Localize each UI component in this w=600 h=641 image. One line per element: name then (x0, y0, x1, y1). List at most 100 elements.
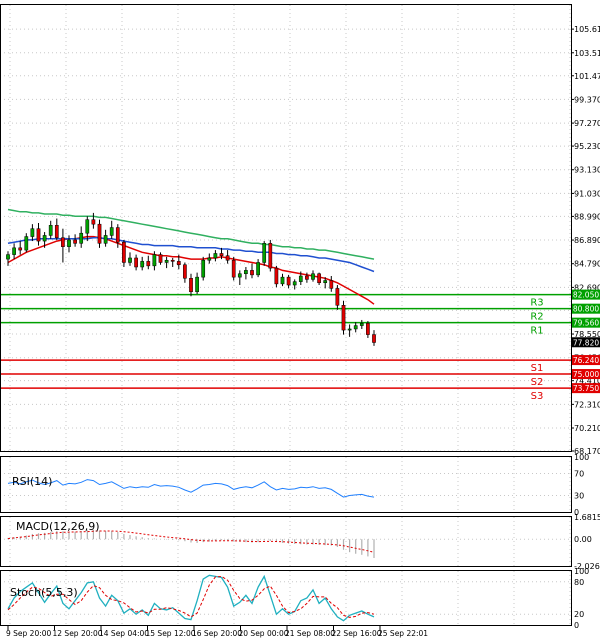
candle (292, 279, 297, 290)
candle-body (195, 276, 199, 293)
candle (85, 216, 90, 242)
candle (201, 256, 206, 281)
candle (207, 253, 212, 264)
candle-body (372, 334, 376, 343)
level-name-s1: S1 (531, 363, 544, 374)
candles (6, 212, 376, 346)
candle-body (311, 273, 315, 280)
candle (311, 270, 315, 282)
rsi-panel: RSI(14) 100 70 30 0 (0, 453, 589, 517)
candle (359, 319, 364, 329)
level-tag-r3-label: 82.050 (573, 291, 599, 300)
level-tag-r3-bg (572, 289, 600, 300)
candle (329, 276, 334, 292)
stoch-panel-border (0, 570, 572, 626)
macd-axis: 1.6815 0.00 -2.0269 (574, 513, 600, 571)
level-tag-s1-label: 76.240 (573, 356, 599, 365)
macd-tick-label: -2.0269 (574, 562, 600, 571)
candle (237, 270, 242, 286)
price-tick-label: 97.270 (574, 119, 600, 128)
candle-body (146, 261, 151, 267)
candle (109, 220, 114, 239)
candle (176, 254, 181, 270)
candle (36, 223, 41, 246)
level-name-r2: R2 (530, 312, 543, 323)
candle-body (6, 254, 10, 260)
candle-body (48, 225, 53, 236)
level-tag-r2-bg (572, 303, 600, 314)
candle (250, 263, 254, 279)
macd-grid (0, 517, 571, 566)
candle-body (42, 235, 47, 242)
candle-body (256, 262, 260, 276)
price-tick-label: 86.890 (574, 236, 600, 245)
candle-body (347, 328, 352, 331)
candle-body (176, 261, 181, 265)
candle-body (109, 227, 114, 236)
macd-panel-border (0, 516, 572, 567)
stoch-axis: 100 80 20 0 (574, 567, 589, 630)
current-price-tag-label: 77.820 (573, 338, 599, 347)
candle-body (170, 259, 175, 262)
price-tick-label: 68.170 (574, 447, 600, 456)
candle (225, 250, 230, 264)
candle-body (67, 239, 71, 247)
candle-body (366, 323, 370, 335)
candle (341, 300, 346, 335)
price-tick-label: 74.410 (574, 377, 600, 386)
candle (347, 324, 352, 337)
candle (146, 255, 151, 270)
candle (317, 272, 321, 286)
candle (195, 272, 199, 295)
candle-body (189, 278, 193, 293)
candle-body (231, 259, 236, 278)
candle (268, 239, 273, 272)
candle (97, 219, 102, 248)
candle (219, 247, 224, 260)
stoch-tick-label: 100 (574, 567, 589, 576)
candle (323, 277, 328, 289)
level-tag-s2-bg (572, 369, 600, 380)
current-price-tag-bg (572, 337, 600, 348)
candle-body (335, 288, 340, 306)
macd-signal-line (7, 530, 375, 553)
candle-body (329, 280, 334, 289)
rsi-line (7, 479, 375, 498)
candle (353, 322, 358, 333)
price-tick-label: 101.470 (574, 72, 600, 81)
candle-body (54, 225, 59, 238)
candle (335, 285, 340, 310)
candle (61, 228, 65, 263)
macd-panel: MACD(12,26,9) 1.6815 0.00 -2.0269 (0, 513, 600, 571)
candle (305, 272, 309, 283)
level-tag-s3-label: 73.750 (573, 384, 599, 393)
price-panel-border (0, 4, 572, 452)
rsi-tick-label: 0 (574, 508, 579, 517)
candle-body (134, 257, 138, 268)
moving-average-line (7, 208, 375, 260)
candle (79, 226, 84, 248)
price-tick-label: 84.790 (574, 260, 600, 269)
time-tick-label: 25 Sep 22:01 (378, 629, 428, 638)
level-tag-r1-bg (572, 317, 600, 328)
candle (30, 224, 35, 242)
candle-body (140, 261, 145, 268)
candle-body (274, 267, 279, 285)
macd-tick-label: 1.6815 (574, 513, 600, 522)
candle-body (244, 270, 248, 274)
candle-body (85, 219, 90, 234)
candle (103, 229, 108, 247)
candle-body (61, 237, 65, 247)
level-tag-r1-label: 79.560 (573, 319, 599, 328)
stoch-tick-label: 0 (574, 621, 579, 630)
rsi-axis: 100 70 30 0 (574, 453, 589, 517)
price-axis: 105.610 103.510 101.470 99.370 97.270 95.230 9… (571, 25, 600, 456)
candle-body (30, 228, 35, 237)
candle (366, 321, 370, 338)
time-tick-label: 9 Sep 20:00 (6, 629, 52, 638)
candle-body (237, 273, 242, 278)
macd-title: MACD(12,26,9) (16, 520, 100, 533)
candle (91, 212, 96, 229)
